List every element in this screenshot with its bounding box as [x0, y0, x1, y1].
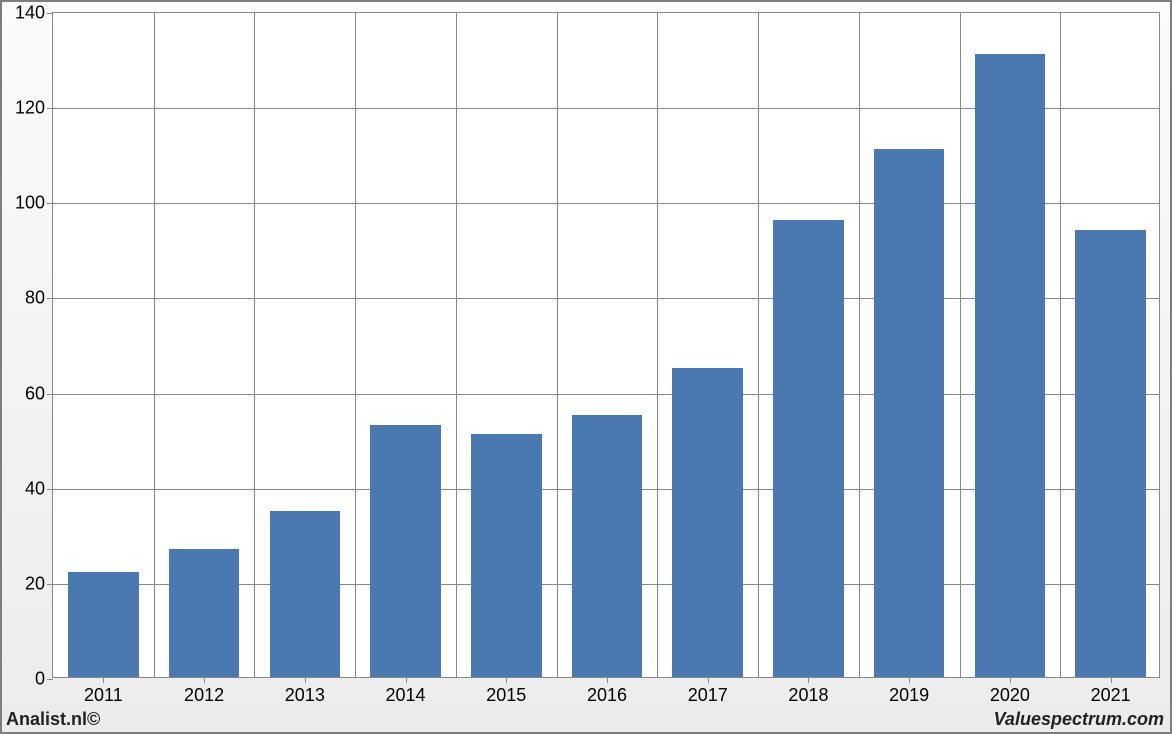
- gridline-vertical: [1060, 13, 1061, 677]
- y-tick-label: 120: [15, 98, 53, 119]
- bar: [672, 368, 743, 677]
- gridline-vertical: [557, 13, 558, 677]
- bar: [270, 511, 341, 678]
- gridline-vertical: [960, 13, 961, 677]
- x-tick-label: 2011: [84, 677, 123, 706]
- bar: [773, 220, 844, 677]
- bar: [975, 54, 1046, 677]
- gridline-vertical: [456, 13, 457, 677]
- bar: [1075, 230, 1146, 677]
- y-tick-label: 80: [25, 288, 53, 309]
- plot-area: 0204060801001201402011201220132014201520…: [52, 12, 1160, 678]
- chart-container: 0 20 40 60 80 100 120 140 2011 2012 2013 2014 2015 20…: [0, 0, 1172, 734]
- credit-left: Analist.nl©: [6, 709, 100, 730]
- gridline-vertical: [154, 13, 155, 677]
- x-tick-label: 2019: [889, 677, 929, 706]
- x-tick-label: 2020: [990, 677, 1030, 706]
- x-tick-label: 2016: [587, 677, 627, 706]
- gridline-vertical: [254, 13, 255, 677]
- y-tick-label: 140: [15, 3, 53, 24]
- x-tick-label: 2021: [1091, 677, 1131, 706]
- gridline-vertical: [758, 13, 759, 677]
- bar: [572, 415, 643, 677]
- bar: [471, 434, 542, 677]
- x-tick-label: 2013: [285, 677, 325, 706]
- gridline-vertical: [859, 13, 860, 677]
- bar: [169, 549, 240, 677]
- y-tick-label: 60: [25, 383, 53, 404]
- x-tick-label: 2014: [386, 677, 426, 706]
- gridline-vertical: [355, 13, 356, 677]
- y-tick-label: 20: [25, 573, 53, 594]
- x-tick-label: 2017: [688, 677, 728, 706]
- y-tick-label: 100: [15, 193, 53, 214]
- bar: [370, 425, 441, 677]
- credit-right: Valuespectrum.com: [994, 709, 1164, 730]
- gridline-vertical: [657, 13, 658, 677]
- y-tick-label: 0: [35, 669, 53, 690]
- bar: [874, 149, 945, 677]
- x-tick-label: 2018: [788, 677, 828, 706]
- bar: [68, 572, 139, 677]
- x-tick-label: 2012: [184, 677, 224, 706]
- x-tick-label: 2015: [486, 677, 526, 706]
- y-tick-label: 40: [25, 478, 53, 499]
